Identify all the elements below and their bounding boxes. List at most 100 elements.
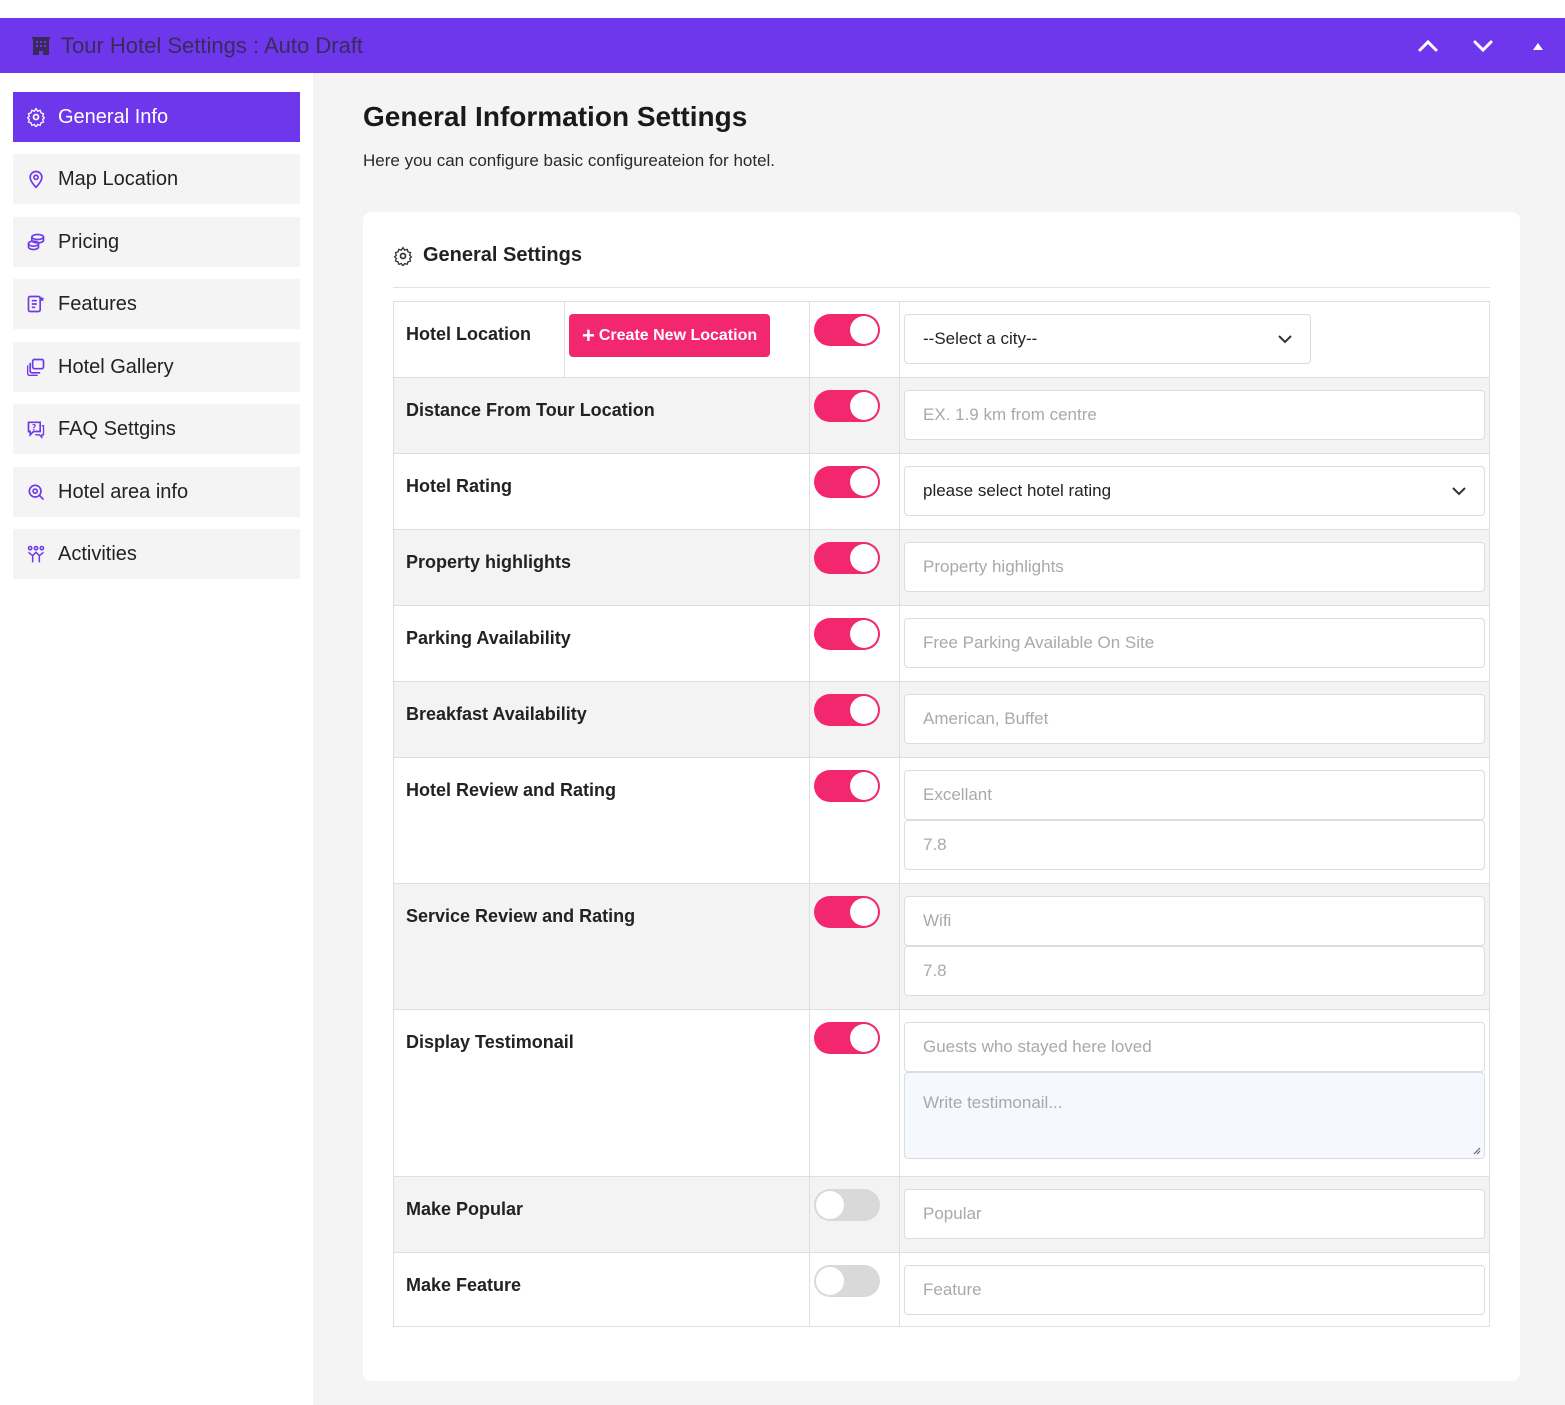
feature-input[interactable]: Feature [904, 1265, 1485, 1315]
gallery-icon [25, 356, 47, 378]
row-distance: Distance From Tour Location EX. 1.9 km f… [393, 377, 1490, 454]
settings-table: Hotel Location + Create New Location --S… [393, 301, 1490, 1327]
popular-toggle[interactable] [814, 1189, 880, 1221]
parking-toggle[interactable] [814, 618, 880, 650]
move-up-button[interactable] [1400, 18, 1455, 73]
sidebar-item-label: General Info [58, 105, 169, 128]
window-title-text: Tour Hotel Settings : Auto Draft [61, 32, 364, 58]
hotel-building-icon [32, 36, 50, 55]
map-pin-icon [25, 168, 47, 190]
popular-input[interactable]: Popular [904, 1189, 1485, 1239]
testimonial-toggle[interactable] [814, 1022, 880, 1054]
row-label: Distance From Tour Location [393, 377, 810, 454]
window-titlebar: Tour Hotel Settings : Auto Draft [0, 18, 1565, 73]
chevron-up-icon [1418, 39, 1437, 51]
hotel-review-score-input[interactable]: 7.8 [904, 820, 1485, 870]
testimonial-textarea-placeholder: Write testimonail... [923, 1093, 1063, 1112]
sidebar-item-pricing[interactable]: Pricing [13, 217, 300, 267]
row-parking: Parking Availability Free Parking Availa… [393, 605, 1490, 682]
property-highlights-toggle[interactable] [814, 542, 880, 574]
plus-icon: + [582, 322, 595, 348]
row-popular: Make Popular Popular [393, 1176, 1490, 1253]
faq-chat-icon: ? [25, 418, 47, 440]
row-label: Make Popular [393, 1176, 810, 1253]
row-breakfast: Breakfast Availability American, Buffet [393, 681, 1490, 758]
service-review-toggle[interactable] [814, 896, 880, 928]
svg-text:?: ? [32, 423, 36, 432]
sidebar-item-label: Hotel area info [58, 480, 189, 503]
hotel-rating-toggle[interactable] [814, 466, 880, 498]
collapse-button[interactable] [1510, 18, 1565, 73]
row-label: Parking Availability [393, 605, 810, 682]
row-hotel-location: Hotel Location + Create New Location --S… [393, 301, 1490, 378]
area-search-icon [25, 481, 47, 503]
sidebar-item-label: Map Location [58, 167, 179, 190]
row-feature: Make Feature Feature [393, 1252, 1490, 1327]
feature-list-icon [25, 293, 47, 315]
create-new-location-label: Create New Location [598, 326, 758, 344]
breakfast-toggle[interactable] [814, 694, 880, 726]
testimonial-heading-input[interactable]: Guests who stayed here loved [904, 1022, 1485, 1072]
create-new-location-button[interactable]: + Create New Location [569, 314, 771, 357]
gear-icon [393, 246, 413, 266]
resize-grip-icon[interactable] [1471, 1145, 1481, 1155]
row-hotel-review: Hotel Review and Rating Excellant 7.8 [393, 757, 1490, 884]
sidebar-item-label: Activities [58, 542, 137, 565]
sidebar-item-general-info[interactable]: General Info [13, 92, 300, 142]
row-label: Property highlights [393, 529, 810, 606]
row-property-highlights: Property highlights Property highlights [393, 529, 1490, 606]
row-service-review: Service Review and Rating Wifi 7.8 [393, 883, 1490, 1010]
page-description: Here you can configure basic configureat… [363, 151, 776, 170]
service-review-text-input[interactable]: Wifi [904, 896, 1485, 946]
sidebar-item-label: Hotel Gallery [58, 355, 174, 378]
sidebar-item-faq-settings[interactable]: ? FAQ Settgins [13, 404, 300, 454]
row-label: Breakfast Availability [393, 681, 810, 758]
row-label: Hotel Review and Rating [393, 757, 810, 884]
main-content: General Information Settings Here you ca… [313, 73, 1565, 1405]
row-testimonial: Display Testimonail Guests who stayed he… [393, 1009, 1490, 1177]
distance-toggle[interactable] [814, 390, 880, 422]
sidebar-item-label: Features [58, 292, 137, 315]
city-select-value: --Select a city-- [923, 329, 1038, 348]
hotel-review-toggle[interactable] [814, 770, 880, 802]
row-label: Display Testimonail [393, 1009, 810, 1177]
gear-icon [25, 106, 47, 128]
sidebar-item-map-location[interactable]: Map Location [13, 154, 300, 204]
sidebar-item-hotel-gallery[interactable]: Hotel Gallery [13, 342, 300, 392]
testimonial-textarea[interactable]: Write testimonail... [904, 1072, 1485, 1159]
settings-sidebar: General Info Map Location Pricing Featur… [0, 73, 313, 1405]
chevron-down-icon [1452, 487, 1466, 496]
row-hotel-rating: Hotel Rating please select hotel rating [393, 453, 1490, 530]
hotel-rating-select-value: please select hotel rating [923, 481, 1112, 500]
card-header: General Settings [393, 242, 1490, 288]
general-settings-card: General Settings Hotel Location + Create… [363, 212, 1520, 1381]
property-highlights-input[interactable]: Property highlights [904, 542, 1485, 592]
feature-toggle[interactable] [814, 1265, 880, 1297]
row-label: Hotel Rating [393, 453, 810, 530]
sidebar-item-activities[interactable]: Activities [13, 529, 300, 579]
row-label: Service Review and Rating [393, 883, 810, 1010]
chevron-down-icon [1278, 335, 1292, 344]
sidebar-item-features[interactable]: Features [13, 279, 300, 329]
parking-input[interactable]: Free Parking Available On Site [904, 618, 1485, 668]
service-review-score-input[interactable]: 7.8 [904, 946, 1485, 996]
chevron-down-icon [1473, 40, 1492, 52]
breakfast-input[interactable]: American, Buffet [904, 694, 1485, 744]
activities-icon [25, 543, 47, 565]
coins-icon [25, 231, 47, 253]
row-label: Hotel Location [394, 302, 565, 377]
sidebar-item-label: Pricing [58, 230, 120, 253]
hotel-rating-select[interactable]: please select hotel rating [904, 466, 1485, 516]
city-select[interactable]: --Select a city-- [904, 314, 1311, 364]
sidebar-item-hotel-area-info[interactable]: Hotel area info [13, 467, 300, 517]
hotel-review-text-input[interactable]: Excellant [904, 770, 1485, 820]
row-label: Make Feature [393, 1252, 810, 1327]
hotel-location-toggle[interactable] [814, 314, 880, 346]
distance-input[interactable]: EX. 1.9 km from centre [904, 390, 1485, 440]
caret-up-icon [1532, 42, 1543, 50]
move-down-button[interactable] [1455, 18, 1510, 73]
window-title: Tour Hotel Settings : Auto Draft [29, 33, 363, 59]
page-title: General Information Settings [363, 101, 748, 132]
sidebar-item-label: FAQ Settgins [58, 417, 176, 440]
card-title: General Settings [423, 244, 582, 266]
